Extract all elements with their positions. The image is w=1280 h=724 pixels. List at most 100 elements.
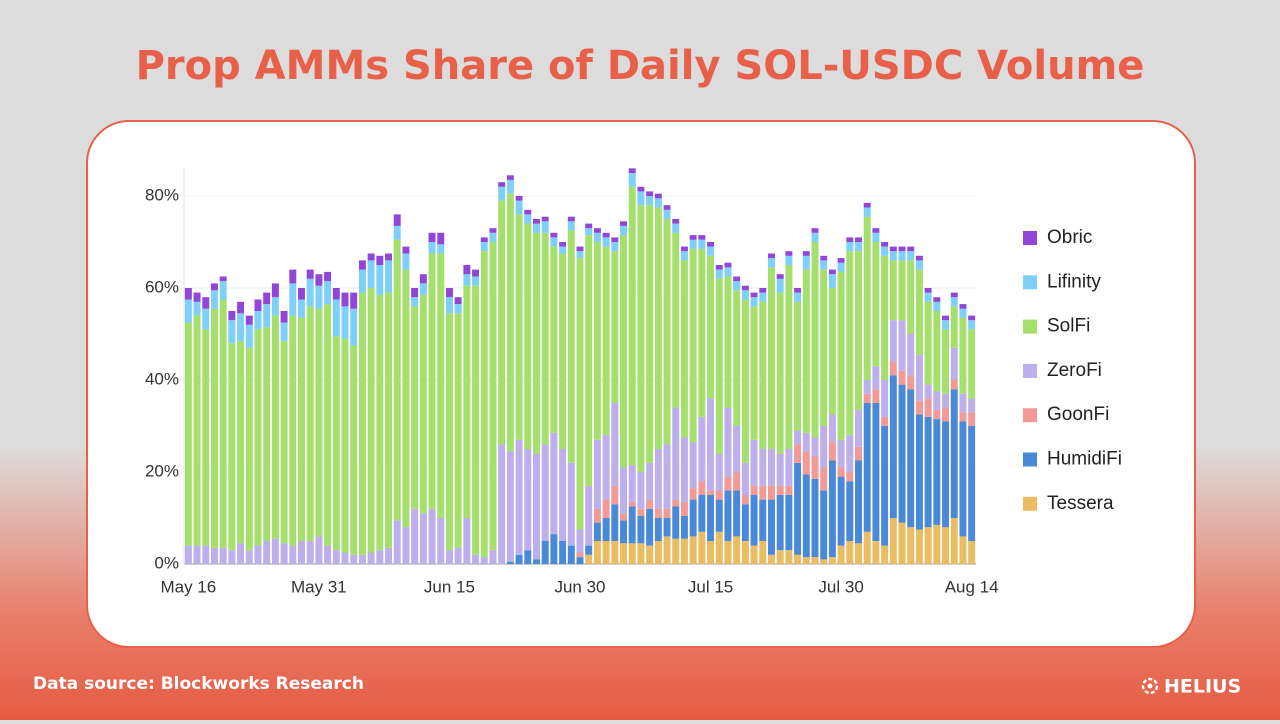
bar-segment bbox=[245, 315, 253, 325]
bar-segment bbox=[489, 228, 497, 233]
bar-segment bbox=[846, 541, 854, 564]
bar-segment bbox=[846, 435, 854, 472]
bar-segment bbox=[889, 246, 897, 252]
bar-segment bbox=[959, 308, 967, 318]
bar-segment bbox=[733, 536, 741, 564]
legend-swatch bbox=[1023, 408, 1037, 423]
bar-segment bbox=[889, 251, 897, 261]
bar-segment bbox=[750, 495, 758, 546]
bar-segment bbox=[411, 297, 419, 307]
bar-segment bbox=[672, 407, 680, 500]
bar-segment bbox=[602, 499, 610, 518]
bar-segment bbox=[533, 223, 540, 233]
bar-segment bbox=[698, 531, 706, 564]
bar-segment bbox=[358, 260, 366, 270]
bar-segment bbox=[776, 453, 784, 486]
bar-segment bbox=[620, 225, 627, 236]
bar-segment bbox=[385, 547, 393, 564]
bar-segment bbox=[402, 269, 410, 528]
bar-segment bbox=[959, 412, 967, 422]
bar-segment bbox=[280, 340, 288, 544]
bar-segment bbox=[872, 242, 880, 367]
bar-segment bbox=[915, 269, 923, 355]
bar-segment bbox=[437, 244, 445, 254]
bar-segment bbox=[855, 543, 862, 564]
bar-segment bbox=[933, 524, 941, 564]
bar-segment bbox=[750, 545, 758, 564]
bar-segment bbox=[889, 518, 897, 564]
bar-segment bbox=[245, 550, 253, 564]
bar-segment bbox=[611, 485, 619, 505]
bar-segment bbox=[715, 278, 723, 454]
bar-segment bbox=[907, 375, 915, 390]
bar-segment bbox=[611, 251, 619, 403]
bar-segment bbox=[454, 304, 462, 314]
bar-segment bbox=[611, 504, 619, 541]
bar-segment bbox=[646, 191, 654, 196]
bar-segment bbox=[654, 449, 662, 509]
bar-segment bbox=[254, 311, 262, 330]
bar-segment bbox=[506, 175, 514, 180]
bar-segment bbox=[707, 255, 715, 399]
bar-segment bbox=[324, 271, 332, 282]
brand: HELIUS bbox=[1164, 676, 1241, 698]
bar-segment bbox=[341, 292, 349, 307]
bar-segment bbox=[942, 421, 950, 528]
bar-segment bbox=[846, 237, 854, 242]
bar-segment bbox=[794, 444, 802, 463]
bar-segment bbox=[298, 299, 305, 318]
bar-segment bbox=[585, 223, 593, 229]
bar-segment bbox=[950, 389, 958, 518]
bar-segment bbox=[924, 527, 932, 564]
bar-segment bbox=[968, 329, 976, 399]
bar-segment bbox=[628, 173, 636, 187]
bar-segment bbox=[872, 541, 880, 564]
bar-segment bbox=[228, 320, 236, 344]
y-tick-label: 20% bbox=[145, 461, 179, 480]
bar-segment bbox=[759, 301, 767, 449]
bar-segment bbox=[689, 488, 697, 500]
bar-segment bbox=[193, 545, 201, 564]
bar-segment bbox=[741, 541, 749, 564]
bar-segment bbox=[846, 481, 854, 541]
bar-segment bbox=[689, 499, 697, 537]
bar-segment bbox=[715, 265, 723, 270]
bar-segment bbox=[228, 311, 236, 321]
bar-segment bbox=[559, 253, 567, 449]
bar-segment bbox=[289, 545, 297, 564]
bar-segment bbox=[385, 292, 393, 548]
bar-segment bbox=[663, 205, 671, 210]
bar-segment bbox=[454, 313, 462, 548]
bar-segment bbox=[872, 232, 880, 242]
bar-segment bbox=[942, 320, 950, 330]
bar-segment bbox=[550, 246, 558, 433]
bar-segment bbox=[767, 258, 775, 268]
bar-segment bbox=[480, 237, 488, 242]
bar-segment bbox=[820, 260, 828, 270]
bar-segment bbox=[785, 255, 793, 265]
bar-segment bbox=[933, 311, 941, 392]
bar-segment bbox=[515, 554, 523, 564]
bar-segment bbox=[445, 288, 453, 298]
bar-segment bbox=[881, 426, 889, 546]
bar-segment bbox=[924, 301, 932, 385]
bar-segment bbox=[663, 219, 671, 445]
bar-segment bbox=[611, 403, 619, 486]
bar-segment bbox=[385, 260, 393, 293]
bar-segment bbox=[933, 409, 941, 420]
bar-segment bbox=[445, 297, 453, 314]
bar-segment bbox=[463, 518, 471, 564]
bar-segment bbox=[202, 545, 210, 564]
bar-segment bbox=[454, 297, 462, 305]
x-tick-label: May 16 bbox=[160, 577, 216, 596]
bar-segment bbox=[393, 520, 401, 564]
bar-segment bbox=[202, 329, 210, 546]
bar-segment bbox=[419, 294, 427, 514]
bar-segment bbox=[785, 485, 793, 495]
bar-segment bbox=[498, 200, 506, 445]
bar-segment bbox=[602, 435, 610, 500]
bar-segment bbox=[907, 389, 915, 528]
bar-segment bbox=[741, 504, 749, 541]
x-tick-label: Jun 15 bbox=[424, 577, 475, 596]
legend-label: Obric bbox=[1047, 227, 1092, 248]
